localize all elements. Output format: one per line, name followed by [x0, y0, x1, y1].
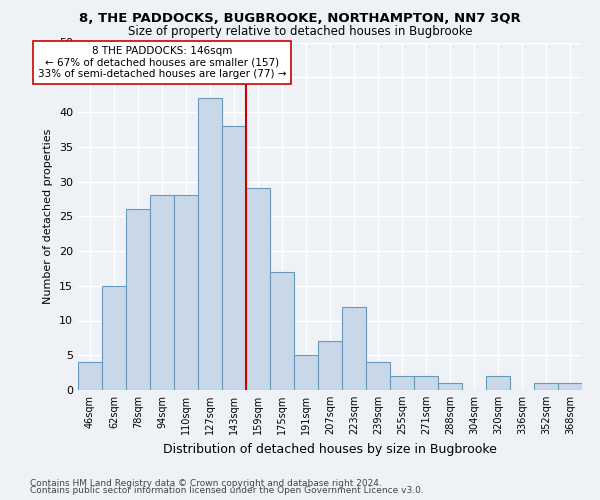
Bar	[438, 383, 462, 390]
Text: Contains HM Land Registry data © Crown copyright and database right 2024.: Contains HM Land Registry data © Crown c…	[30, 478, 382, 488]
Bar	[390, 376, 414, 390]
Text: Size of property relative to detached houses in Bugbrooke: Size of property relative to detached ho…	[128, 25, 472, 38]
Text: Contains public sector information licensed under the Open Government Licence v3: Contains public sector information licen…	[30, 486, 424, 495]
Bar	[174, 196, 198, 390]
Bar	[366, 362, 390, 390]
Bar	[294, 355, 318, 390]
X-axis label: Distribution of detached houses by size in Bugbrooke: Distribution of detached houses by size …	[163, 442, 497, 456]
Text: 8, THE PADDOCKS, BUGBROOKE, NORTHAMPTON, NN7 3QR: 8, THE PADDOCKS, BUGBROOKE, NORTHAMPTON,…	[79, 12, 521, 26]
Y-axis label: Number of detached properties: Number of detached properties	[43, 128, 53, 304]
Bar	[246, 188, 270, 390]
Bar	[486, 376, 510, 390]
Bar	[270, 272, 294, 390]
Bar	[534, 383, 558, 390]
Bar	[342, 306, 366, 390]
Bar	[558, 383, 582, 390]
Bar	[150, 196, 174, 390]
Bar	[318, 342, 342, 390]
Bar	[414, 376, 438, 390]
Bar	[198, 98, 222, 390]
Bar	[78, 362, 102, 390]
Bar	[126, 210, 150, 390]
Bar	[102, 286, 126, 390]
Text: 8 THE PADDOCKS: 146sqm
← 67% of detached houses are smaller (157)
33% of semi-de: 8 THE PADDOCKS: 146sqm ← 67% of detached…	[38, 46, 286, 79]
Bar	[222, 126, 246, 390]
